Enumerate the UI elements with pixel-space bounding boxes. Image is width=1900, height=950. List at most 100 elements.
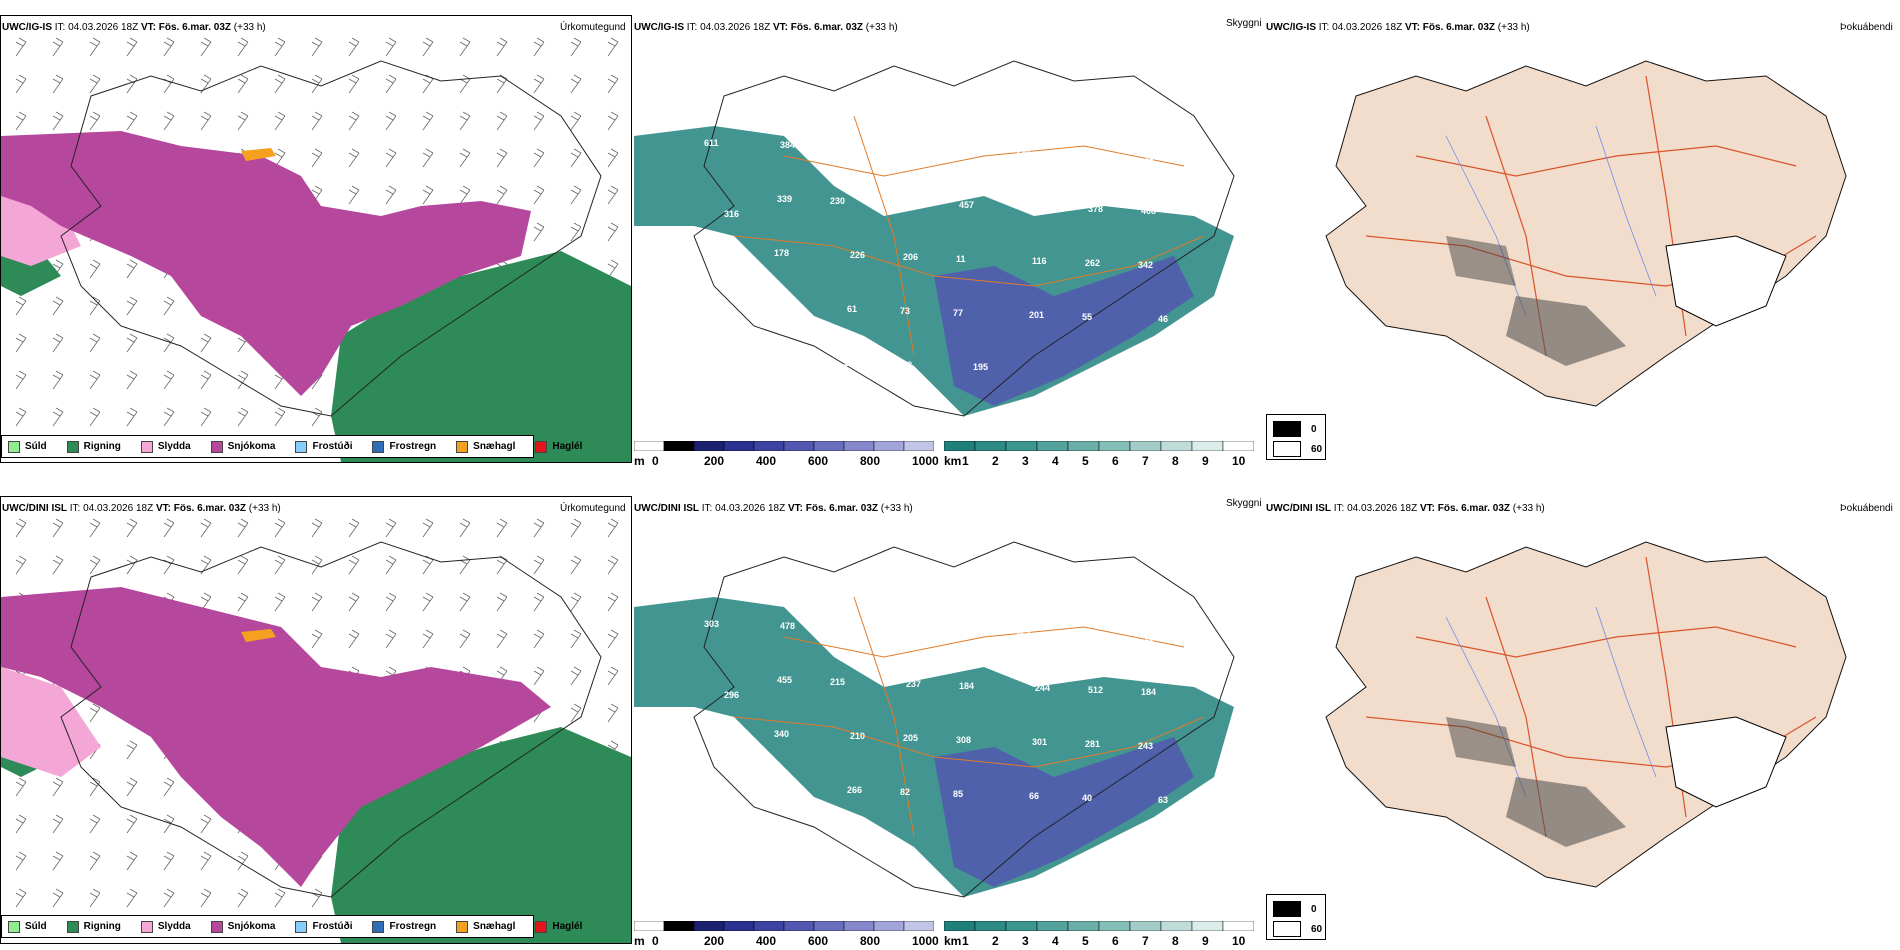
wind-barb — [89, 703, 101, 723]
snow-depth-colorbar: m 0 200 400 600 800 1000 — [633, 440, 939, 468]
wind-barb — [385, 518, 397, 538]
snow-area — [1, 131, 531, 396]
wind-barb — [348, 111, 360, 131]
snow-depth-label: 73 — [900, 306, 910, 316]
wind-barb — [126, 851, 138, 871]
snow-depth-label: 263 — [1015, 629, 1030, 639]
wind-barb — [274, 37, 286, 57]
wind-barb — [52, 296, 64, 316]
precip-type-map[interactable] — [1, 517, 631, 943]
snow-depth-label: 176 — [715, 852, 730, 862]
snow-area — [1, 587, 551, 887]
wind-barb — [237, 37, 249, 57]
panel-title: Úrkomutegund — [560, 22, 626, 33]
wind-barb — [496, 74, 508, 94]
wind-barb — [52, 37, 64, 57]
colorbar-segment — [843, 440, 875, 452]
precip-type-map[interactable] — [1, 36, 631, 462]
wind-barb — [237, 111, 249, 131]
wind-barb — [348, 148, 360, 168]
legend-label: Snæhagl — [473, 441, 516, 452]
wind-barb — [385, 592, 397, 612]
snow-depth-label: 303 — [704, 619, 719, 629]
legend-label: Rigning — [83, 921, 121, 932]
wind-barb — [163, 777, 175, 797]
wind-barb — [385, 37, 397, 57]
snow-depth-label: 304 — [718, 317, 733, 327]
snow-depth-label: 281 — [1085, 739, 1100, 749]
snow-depth-label: 211 — [909, 144, 924, 154]
wind-barb — [459, 592, 471, 612]
colorbar-segment — [943, 920, 976, 932]
wind-barb — [126, 333, 138, 353]
wind-barb — [459, 555, 471, 575]
snow-depth-label: 611 — [704, 138, 719, 148]
valid-time: Fös. 6.mar. 03Z — [790, 22, 864, 33]
colorbar-segment — [873, 920, 905, 932]
snow-depth-label: 237 — [906, 679, 921, 689]
wind-barb — [89, 851, 101, 871]
fog-map[interactable] — [1266, 517, 1866, 917]
wind-barb — [126, 740, 138, 760]
wind-barb — [163, 74, 175, 94]
legend-swatch — [66, 440, 79, 453]
wind-barb — [533, 222, 545, 242]
colorbar-segment — [633, 920, 665, 932]
colorbar-segment — [1222, 440, 1255, 452]
colorbar-segment — [813, 440, 845, 452]
legend-item: Frostúði — [295, 920, 352, 933]
fog-map[interactable] — [1266, 36, 1866, 436]
snow-depth-label: 82 — [900, 787, 910, 797]
wind-barb — [89, 74, 101, 94]
legend-label: Frostregn — [389, 441, 437, 452]
wind-barb — [163, 370, 175, 390]
legend-swatch — [456, 440, 469, 453]
panel-header: UWC/DINI ISL IT: 04.03.2026 18Z VT: Fös.… — [2, 503, 281, 514]
wind-barb — [237, 851, 249, 871]
legend-label: Súld — [25, 441, 47, 452]
colorbar-segment — [1036, 440, 1069, 452]
wind-barb — [163, 518, 175, 538]
colorbar-segment — [723, 440, 755, 452]
wind-barb — [422, 518, 434, 538]
wind-barb — [15, 370, 27, 390]
snow-depth-label: 986 — [833, 142, 848, 152]
model-name: UWC/DINI ISL — [1266, 503, 1331, 514]
wind-barb — [570, 666, 582, 686]
wind-barb — [274, 592, 286, 612]
snow-depth-label: 308 — [956, 735, 971, 745]
visibility-map[interactable]: 303 478 125 297 266 263 185 104 296 455 215 237 184 2… — [634, 517, 1254, 917]
wind-barb — [15, 814, 27, 834]
snow-depth-label: 61 — [847, 304, 857, 314]
wind-barb — [311, 629, 323, 649]
wind-barb — [200, 333, 212, 353]
wind-barb — [311, 592, 323, 612]
wind-barb — [533, 148, 545, 168]
colorbar-tick: 6 — [1112, 934, 1119, 948]
wind-barb — [15, 111, 27, 131]
wind-barb — [311, 888, 323, 908]
wind-barb — [237, 555, 249, 575]
legend-label: 60 — [1311, 443, 1323, 455]
model-name: UWC/IG-IS — [1266, 22, 1316, 33]
wind-barb — [52, 851, 64, 871]
visibility-map[interactable]: 611 384 986 211 843 220 393 138 316 339 230 249 457 2… — [634, 36, 1254, 436]
colorbar-tick: 6 — [1112, 454, 1119, 468]
wind-barb — [570, 111, 582, 131]
wind-barb — [163, 333, 175, 353]
legend-swatch — [372, 440, 385, 453]
colorbar-tick: 8 — [1172, 454, 1179, 468]
snow-depth-label: 340 — [774, 729, 789, 739]
model-name: UWC/IG-IS — [634, 22, 684, 33]
wind-barb — [459, 111, 471, 131]
legend-label: Frostregn — [389, 921, 437, 932]
wind-barb — [533, 666, 545, 686]
snow-depth-label: 262 — [1085, 258, 1100, 268]
fog-legend: 0 60 — [1266, 894, 1326, 940]
legend-swatch — [1273, 421, 1301, 437]
snow-depth-label: 457 — [959, 200, 974, 210]
wind-barb — [200, 518, 212, 538]
colorbar-tick: 0 — [652, 454, 659, 468]
snow-depth-label: 266 — [847, 785, 862, 795]
legend-item: Slydda — [140, 920, 191, 933]
